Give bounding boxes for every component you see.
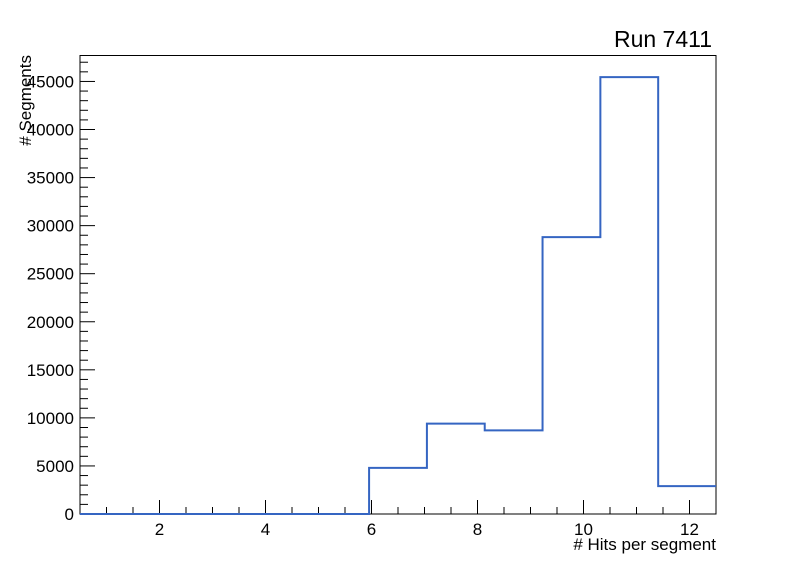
x-tick-label: 6	[367, 520, 376, 539]
y-tick-label: 35000	[27, 169, 74, 188]
y-tick-label: 30000	[27, 217, 74, 236]
y-tick-label: 25000	[27, 265, 74, 284]
x-tick-label: 8	[473, 520, 482, 539]
y-tick-label: 40000	[27, 121, 74, 140]
y-tick-label: 0	[65, 505, 74, 524]
x-axis-title: # Hits per segment	[573, 535, 716, 554]
plot-frame	[79, 55, 717, 515]
y-tick-label: 10000	[27, 409, 74, 428]
y-tick-label: 20000	[27, 313, 74, 332]
axis-ticks	[80, 61, 690, 515]
histogram-line	[80, 76, 716, 515]
y-tick-label: 5000	[36, 457, 74, 476]
x-tick-label: 2	[155, 520, 164, 539]
chart-title: Run 7411	[614, 26, 712, 52]
y-tick-label: 45000	[27, 72, 74, 91]
y-axis-title: # Segments	[16, 55, 35, 146]
x-tick-label: 4	[261, 520, 270, 539]
x-tick-label: 12	[680, 520, 699, 539]
x-tick-label: 10	[574, 520, 593, 539]
y-tick-label: 15000	[27, 361, 74, 380]
